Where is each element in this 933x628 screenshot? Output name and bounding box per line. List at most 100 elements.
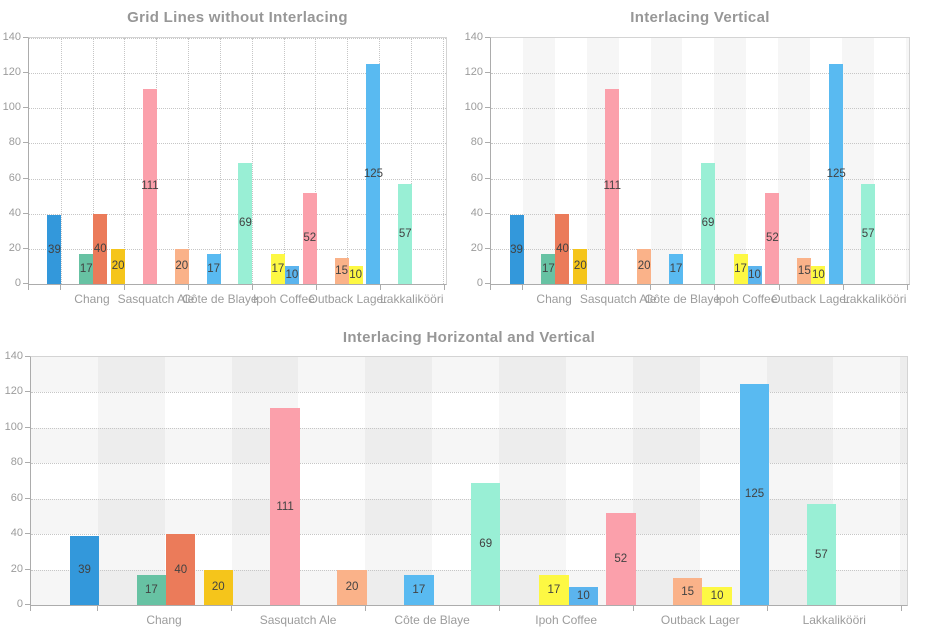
bar-c-te-de-blaye-17[interactable]: 17 xyxy=(206,254,221,284)
bar-outback-lager-15[interactable]: 15 xyxy=(334,257,349,284)
bar-sasquatch-ale-20[interactable]: 20 xyxy=(174,248,189,284)
x-axis-tick xyxy=(315,285,317,290)
bar-value-label: 111 xyxy=(276,500,294,513)
bar-ipoh-coffee-17[interactable]: 17 xyxy=(539,574,569,605)
bar-outback-lager-10[interactable]: 10 xyxy=(702,587,732,605)
bar-c-te-de-blaye-69[interactable]: 69 xyxy=(471,482,501,605)
y-axis-tick xyxy=(25,356,30,357)
x-axis-tick xyxy=(379,285,381,290)
bar-chang-40[interactable]: 40 xyxy=(555,213,570,284)
bar-chang-40[interactable]: 40 xyxy=(166,534,196,605)
bar-ipoh-coffee-10[interactable]: 10 xyxy=(284,266,299,284)
bar-chang-39[interactable]: 39 xyxy=(47,215,62,284)
y-axis-tick-label: 140 xyxy=(4,350,23,362)
bar-lakkalik-ri-57[interactable]: 57 xyxy=(861,183,876,284)
y-axis-tick xyxy=(23,177,28,179)
horizontal-gridline xyxy=(491,248,909,250)
y-axis-tick-label: 0 xyxy=(16,598,23,610)
bar-ipoh-coffee-52[interactable]: 52 xyxy=(302,192,317,284)
bar-value-label: 40 xyxy=(174,563,188,576)
bar-sasquatch-ale-20[interactable]: 20 xyxy=(637,248,652,284)
bar-outback-lager-125[interactable]: 125 xyxy=(363,64,383,284)
bar-value-label: 17 xyxy=(412,583,426,596)
y-axis-tick xyxy=(25,568,30,570)
chart-title: Interlacing Horizontal and Vertical xyxy=(342,329,596,346)
bar-outback-lager-10[interactable]: 10 xyxy=(348,266,363,284)
bar-ipoh-coffee-52[interactable]: 52 xyxy=(606,512,636,605)
bar-ipoh-coffee-10[interactable]: 10 xyxy=(747,266,762,284)
bar-lakkalik-ri-57[interactable]: 57 xyxy=(806,504,837,605)
bar-ipoh-coffee-52[interactable]: 52 xyxy=(765,192,780,284)
bar-ipoh-coffee-17[interactable]: 17 xyxy=(270,254,285,284)
x-axis-tick xyxy=(650,285,652,290)
bar-value-label: 40 xyxy=(93,242,107,255)
horizontal-gridline xyxy=(29,178,446,180)
bar-value-label: 20 xyxy=(345,581,359,594)
x-axis-category-label-c-te-de-blaye: Côte de Blaye xyxy=(644,292,721,306)
bar-sasquatch-ale-111[interactable]: 111 xyxy=(270,408,300,605)
plot-area: 39 17 40 20 111 20 17 69 17 10 52 15 10 125 57 xyxy=(490,37,910,285)
bar-chang-20[interactable]: 20 xyxy=(573,248,588,284)
bar-c-te-de-blaye-69[interactable]: 69 xyxy=(700,162,715,284)
bar-sasquatch-ale-20[interactable]: 20 xyxy=(337,569,367,605)
x-axis-category-label-outback-lager: Outback Lager xyxy=(660,613,740,627)
bar-c-te-de-blaye-17[interactable]: 17 xyxy=(404,574,434,605)
interlace-band-horizontal xyxy=(31,428,907,463)
x-axis-tick xyxy=(59,285,61,290)
x-axis-tick xyxy=(231,606,233,611)
bar-value-label: 17 xyxy=(271,263,285,276)
bar-value-label: 52 xyxy=(614,552,628,565)
bar-value-label: 17 xyxy=(734,263,747,276)
vertical-gridline xyxy=(347,38,349,284)
bar-value-label: 20 xyxy=(211,581,225,594)
plot-area: 39 17 40 20 111 20 17 69 17 10 52 15 10 125 57 xyxy=(30,356,908,606)
y-axis-tick-label: 80 xyxy=(10,456,23,469)
x-axis-category-label-ipoh-coffee: Ipoh Coffee xyxy=(535,613,598,627)
bar-chang-17[interactable]: 17 xyxy=(79,254,94,284)
vertical-gridline xyxy=(251,38,253,284)
bar-outback-lager-125[interactable]: 125 xyxy=(739,383,770,605)
bar-value-label: 17 xyxy=(669,263,683,276)
x-axis-category-label-outback-lager: Outback Lager xyxy=(771,292,850,306)
bar-outback-lager-10[interactable]: 10 xyxy=(811,266,826,284)
y-axis-tick xyxy=(23,247,28,249)
bar-c-te-de-blaye-17[interactable]: 17 xyxy=(669,254,684,284)
bar-chang-20[interactable]: 20 xyxy=(203,569,233,605)
plot-area: 39 17 40 20 111 20 17 69 17 10 52 15 10 125 57 xyxy=(28,37,447,285)
bar-value-label: 39 xyxy=(48,243,61,256)
bar-sasquatch-ale-111[interactable]: 111 xyxy=(141,88,159,284)
interlace-band-horizontal xyxy=(31,357,907,392)
bar-chang-17[interactable]: 17 xyxy=(541,254,556,284)
vertical-gridline xyxy=(188,38,190,284)
bar-lakkalik-ri-57[interactable]: 57 xyxy=(398,183,413,284)
horizontal-gridline xyxy=(29,73,446,75)
bar-value-label: 125 xyxy=(363,168,383,181)
bar-outback-lager-15[interactable]: 15 xyxy=(797,257,812,284)
y-axis-tick xyxy=(485,283,490,284)
bar-sasquatch-ale-111[interactable]: 111 xyxy=(603,88,621,284)
x-axis-category-label-lakkalik-ri: Lakkalikööri xyxy=(380,292,444,306)
bar-ipoh-coffee-10[interactable]: 10 xyxy=(568,587,599,605)
x-axis-category-label-lakkalik-ri: Lakkalikööri xyxy=(802,613,866,627)
bar-chang-40[interactable]: 40 xyxy=(93,213,108,284)
y-axis-tick-label: 60 xyxy=(10,491,23,504)
bar-value-label: 10 xyxy=(748,269,761,282)
bar-chang-39[interactable]: 39 xyxy=(509,215,524,284)
bar-outback-lager-15[interactable]: 15 xyxy=(672,578,703,605)
horizontal-gridline xyxy=(29,248,446,250)
bar-chang-17[interactable]: 17 xyxy=(136,574,167,605)
bar-value-label: 52 xyxy=(766,232,779,245)
y-axis-tick xyxy=(485,142,490,144)
bar-ipoh-coffee-17[interactable]: 17 xyxy=(733,254,748,284)
y-axis-tick xyxy=(485,72,490,74)
bar-outback-lager-125[interactable]: 125 xyxy=(827,64,846,284)
x-axis-category-label-c-te-de-blaye: Côte de Blaye xyxy=(394,613,470,627)
vertical-gridline xyxy=(124,38,126,284)
bar-chang-39[interactable]: 39 xyxy=(69,535,100,605)
y-axis-tick-label: 120 xyxy=(464,66,483,79)
bar-c-te-de-blaye-69[interactable]: 69 xyxy=(238,162,253,284)
bar-value-label: 52 xyxy=(303,232,317,245)
bar-chang-20[interactable]: 20 xyxy=(111,248,126,284)
